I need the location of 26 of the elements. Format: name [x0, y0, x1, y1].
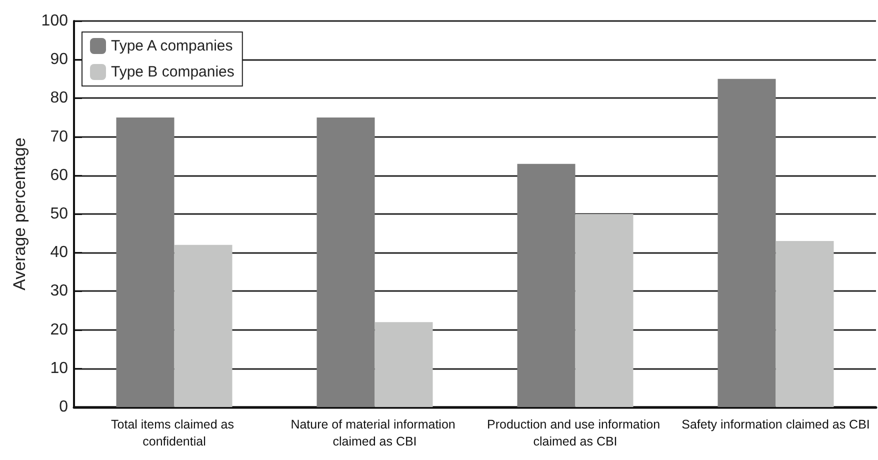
- bar: [116, 118, 174, 407]
- bar: [374, 322, 433, 407]
- y-tick-label: 50: [50, 206, 68, 222]
- y-tick-label: 20: [50, 321, 68, 338]
- y-tick-label: 60: [50, 166, 68, 184]
- y-tick-label: 80: [50, 90, 68, 107]
- y-tick-label: 0: [59, 398, 68, 416]
- y-tick-label: 40: [50, 244, 68, 262]
- legend-label: Type A companies: [111, 38, 233, 54]
- bar: [718, 78, 776, 407]
- x-tick-label: Production and use information claimed as CBI: [487, 418, 664, 448]
- y-tick-label: 30: [50, 282, 68, 300]
- x-tick-label: Safety information claimed as CBI: [682, 418, 870, 432]
- y-tick-label: 70: [50, 128, 68, 146]
- legend-label: Type B companies: [111, 64, 234, 80]
- y-tick-label: 100: [41, 12, 68, 30]
- x-tick-label: Total items claimed as confidential: [111, 418, 238, 448]
- bar: [575, 214, 634, 407]
- bar: [174, 244, 232, 407]
- bar: [517, 164, 576, 407]
- y-tick-label: 10: [50, 360, 68, 377]
- y-axis-title: Average percentage: [10, 138, 29, 290]
- x-tick-label: Nature of material information claimed as CBI: [290, 418, 459, 448]
- bar: [776, 241, 834, 407]
- y-tick-label: 90: [50, 51, 68, 68]
- bar: [316, 118, 375, 407]
